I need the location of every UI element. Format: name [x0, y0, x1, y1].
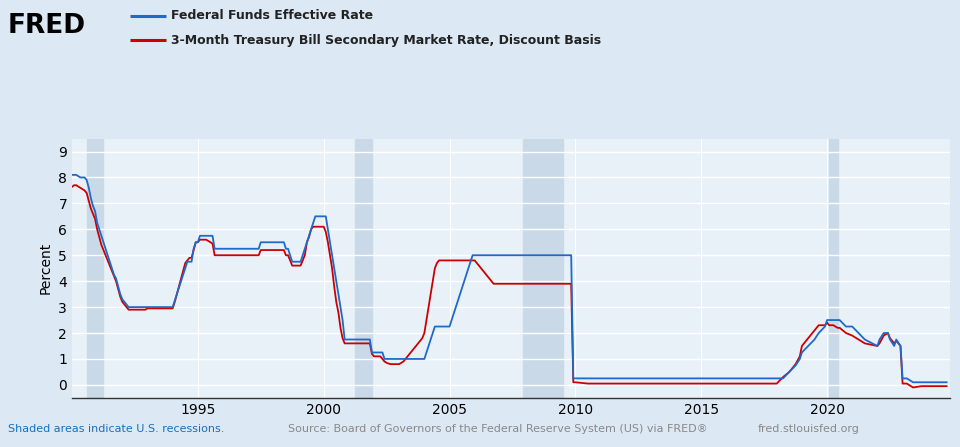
Bar	[829, 139, 837, 398]
Text: fred.stlouisfed.org: fred.stlouisfed.org	[757, 425, 859, 434]
Bar	[355, 139, 372, 398]
Text: FRED: FRED	[8, 13, 85, 39]
Bar	[86, 139, 104, 398]
Text: Federal Funds Effective Rate: Federal Funds Effective Rate	[171, 9, 373, 22]
Y-axis label: Percent: Percent	[38, 242, 53, 294]
Bar	[523, 139, 563, 398]
Text: 3-Month Treasury Bill Secondary Market Rate, Discount Basis: 3-Month Treasury Bill Secondary Market R…	[171, 34, 601, 47]
Text: Source: Board of Governors of the Federal Reserve System (US) via FRED®: Source: Board of Governors of the Federa…	[288, 425, 708, 434]
Text: Shaded areas indicate U.S. recessions.: Shaded areas indicate U.S. recessions.	[8, 425, 224, 434]
